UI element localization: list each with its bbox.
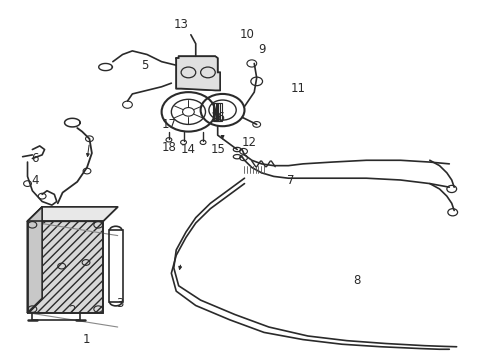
- Bar: [214, 103, 218, 121]
- Text: 7: 7: [286, 174, 294, 186]
- Bar: [212, 103, 216, 121]
- Text: 6: 6: [31, 152, 39, 165]
- Polygon shape: [27, 207, 118, 221]
- Text: 10: 10: [239, 28, 254, 41]
- Bar: [27, 221, 103, 313]
- Text: 3: 3: [116, 297, 123, 310]
- Bar: [109, 230, 122, 302]
- Text: 14: 14: [181, 143, 196, 156]
- Text: 9: 9: [257, 42, 265, 55]
- Bar: [216, 103, 220, 121]
- Text: 5: 5: [141, 59, 148, 72]
- Text: 15: 15: [210, 143, 224, 156]
- Text: 18: 18: [161, 141, 176, 154]
- Text: 4: 4: [31, 174, 39, 186]
- Bar: [217, 103, 221, 121]
- Text: 16: 16: [210, 111, 224, 124]
- Text: 12: 12: [242, 136, 256, 149]
- Text: 17: 17: [161, 118, 176, 131]
- Polygon shape: [176, 56, 220, 90]
- Text: 11: 11: [290, 82, 305, 95]
- Bar: [27, 221, 103, 313]
- Text: 13: 13: [173, 18, 188, 31]
- Polygon shape: [27, 207, 42, 313]
- Text: 1: 1: [82, 333, 90, 346]
- Text: 8: 8: [352, 274, 360, 287]
- Text: 2: 2: [67, 305, 75, 318]
